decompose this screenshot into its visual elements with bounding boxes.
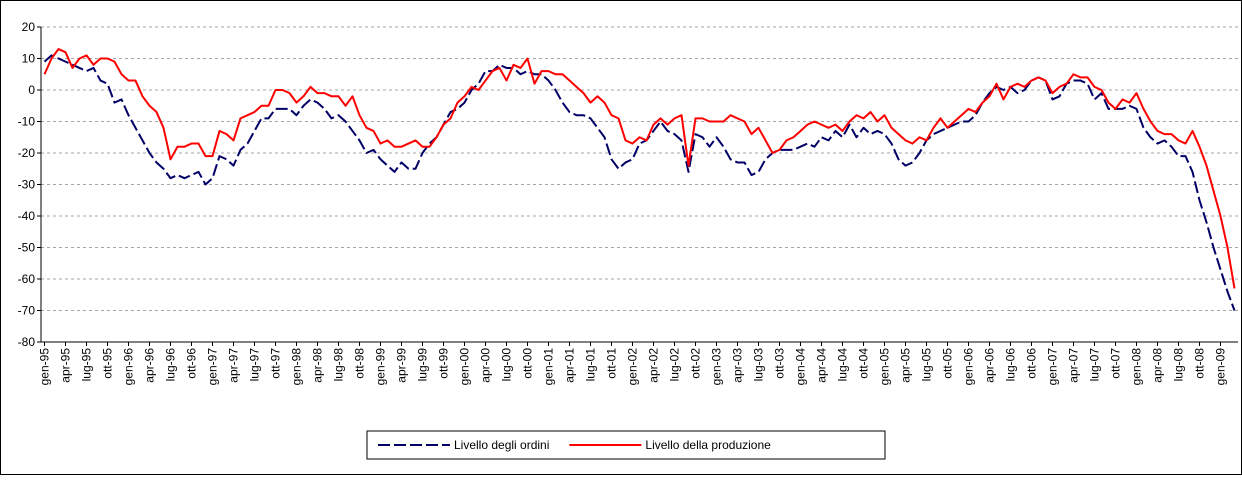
y-tick-label: -60 (18, 272, 36, 286)
y-tick-label: -10 (18, 115, 36, 129)
x-tick-label: lug-06 (1004, 348, 1018, 382)
x-tick-label: gen-05 (878, 348, 892, 386)
x-tick-label: lug-05 (920, 348, 934, 382)
x-tick-label: apr-06 (983, 348, 997, 383)
x-tick-label: ott-98 (353, 348, 367, 379)
legend-label: Livello degli ordini (454, 438, 549, 452)
x-tick-label: gen-99 (374, 348, 388, 386)
x-tick-label: ott-97 (269, 348, 283, 379)
x-tick-label: apr-99 (395, 348, 409, 383)
x-tick-label: apr-96 (143, 348, 157, 383)
x-tick-label: lug-95 (80, 348, 94, 382)
legend: Livello degli ordini Livello della produz… (366, 430, 886, 460)
x-tick-label: gen-07 (1046, 348, 1060, 386)
x-tick-label: gen-03 (710, 348, 724, 386)
x-tick-label: apr-97 (227, 348, 241, 383)
x-tick-label: apr-95 (59, 348, 73, 383)
x-tick-label: ott-03 (773, 348, 787, 379)
series-line (43, 48, 1236, 289)
x-tick-label: gen-08 (1130, 348, 1144, 386)
y-tick-label: -20 (18, 146, 36, 160)
x-tick-label: lug-99 (416, 348, 430, 382)
x-tick-label: apr-04 (815, 348, 829, 383)
x-tick-label: lug-07 (1088, 348, 1102, 382)
x-tick-label: gen-09 (1214, 348, 1228, 386)
y-tick-label: 20 (22, 20, 36, 34)
y-tick-label: -40 (18, 209, 36, 223)
x-tick-label: gen-95 (38, 348, 52, 386)
x-tick-label: ott-02 (689, 348, 703, 379)
x-tick-label: ott-08 (1193, 348, 1207, 379)
x-tick-label: gen-04 (794, 348, 808, 386)
x-tick-label: gen-06 (962, 348, 976, 386)
x-tick-label: ott-96 (185, 348, 199, 379)
x-tick-label: gen-96 (122, 348, 136, 386)
x-tick-label: gen-97 (206, 348, 220, 386)
x-tick-label: ott-95 (101, 348, 115, 379)
x-tick-label: lug-08 (1172, 348, 1186, 382)
y-tick-label: 0 (28, 83, 35, 97)
x-tick-label: apr-02 (647, 348, 661, 383)
x-tick-label: apr-00 (479, 348, 493, 383)
x-tick-label: ott-06 (1025, 348, 1039, 379)
x-tick-label: apr-01 (563, 348, 577, 383)
y-tick-label: -30 (18, 178, 36, 192)
x-tick-label: ott-07 (1109, 348, 1123, 379)
y-tick-label: -80 (18, 335, 36, 349)
x-tick-label: gen-01 (542, 348, 556, 386)
x-tick-label: gen-98 (290, 348, 304, 386)
x-tick-label: ott-01 (605, 348, 619, 379)
x-tick-label: apr-05 (899, 348, 913, 383)
x-tick-label: lug-01 (584, 348, 598, 382)
x-tick-label: lug-97 (248, 348, 262, 382)
x-tick-label: ott-04 (857, 348, 871, 379)
x-tick-label: ott-00 (521, 348, 535, 379)
x-tick-label: ott-05 (941, 348, 955, 379)
x-tick-label: apr-07 (1067, 348, 1081, 383)
x-tick-label: gen-00 (458, 348, 472, 386)
y-tick-label: 10 (22, 52, 36, 66)
y-tick-label: -70 (18, 304, 36, 318)
x-tick-label: lug-98 (332, 348, 346, 382)
x-tick-label: lug-96 (164, 348, 178, 382)
x-tick-label: apr-98 (311, 348, 325, 383)
x-tick-label: apr-08 (1151, 348, 1165, 383)
x-tick-label: ott-99 (437, 348, 451, 379)
x-tick-label: lug-04 (836, 348, 850, 382)
x-tick-label: lug-00 (500, 348, 514, 382)
legend-label: Livello della produzione (645, 438, 771, 452)
x-tick-label: lug-03 (752, 348, 766, 382)
y-tick-label: -50 (18, 241, 36, 255)
x-tick-label: gen-02 (626, 348, 640, 386)
x-tick-label: apr-03 (731, 348, 745, 383)
x-tick-label: lug-02 (668, 348, 682, 382)
